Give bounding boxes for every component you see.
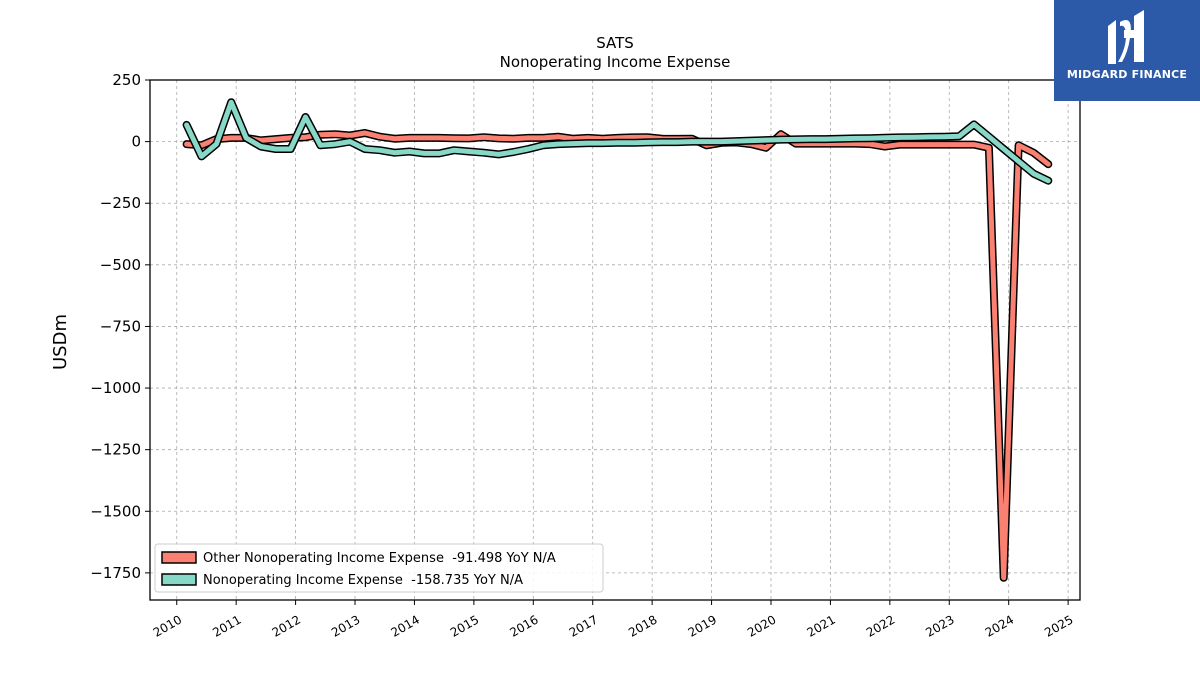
x-tick-label: 2021 (804, 612, 837, 639)
x-tick-label: 2024 (983, 612, 1016, 639)
x-tick-label: 2012 (270, 612, 303, 639)
series-line-other-nonoperating (184, 130, 1051, 581)
x-tick-label: 2022 (864, 612, 897, 639)
x-tick-label: 2013 (329, 612, 362, 639)
y-tick-label: 0 (131, 133, 141, 151)
x-tick-label: 2019 (686, 612, 719, 639)
chart-subtitle: Nonoperating Income Expense (500, 53, 731, 71)
y-tick-label: −250 (100, 194, 141, 212)
x-tick-label: 2011 (210, 612, 243, 639)
x-tick-label: 2016 (507, 612, 540, 639)
legend-swatch-other-nonoperating (161, 551, 197, 564)
chart-title: SATS (596, 34, 634, 52)
legend-box (154, 543, 604, 593)
y-tick-label: −1250 (90, 441, 141, 459)
x-tick-label: 2015 (448, 612, 481, 639)
logo-text: MIDGARD FINANCE (1066, 68, 1188, 81)
legend-label-other-nonoperating: Other Nonoperating Income Expense -91.49… (203, 551, 556, 566)
x-axis: 2010 2011 2012 2013 2014 2015 2016 2017 2018 2019… (151, 600, 1076, 640)
legend-label-nonoperating: Nonoperating Income Expense -158.735 YoY… (203, 573, 523, 588)
y-tick-label: 250 (112, 71, 141, 89)
plot-frame (149, 79, 1081, 601)
grid (150, 79, 1080, 600)
y-tick-label: −500 (100, 256, 141, 274)
midgard-finance-logo: MIDGARD FINANCE (1054, 0, 1200, 101)
x-tick-label: 2025 (1042, 612, 1075, 639)
legend: Other Nonoperating Income Expense -91.49… (154, 543, 604, 593)
x-tick-label: 2017 (567, 612, 600, 639)
y-tick-label: −1750 (90, 564, 141, 582)
y-axis: 250 0 −250 −500 −750 −1000 −1250 −1500 −1750 (90, 71, 150, 582)
y-axis-label: USDm (50, 314, 71, 370)
x-tick-label: 2020 (745, 612, 778, 639)
legend-swatch-nonoperating (161, 573, 197, 586)
series-line-nonoperating (184, 99, 1051, 184)
x-tick-label: 2018 (626, 612, 659, 639)
x-tick-label: 2014 (388, 612, 421, 639)
y-tick-label: −1000 (90, 379, 141, 397)
y-tick-label: −750 (100, 317, 141, 335)
y-tick-label: −1500 (90, 502, 141, 520)
x-tick-label: 2010 (151, 612, 184, 639)
x-tick-label: 2023 (923, 612, 956, 639)
series-lines (182, 98, 1053, 582)
logo-mark-icon (1108, 10, 1144, 64)
